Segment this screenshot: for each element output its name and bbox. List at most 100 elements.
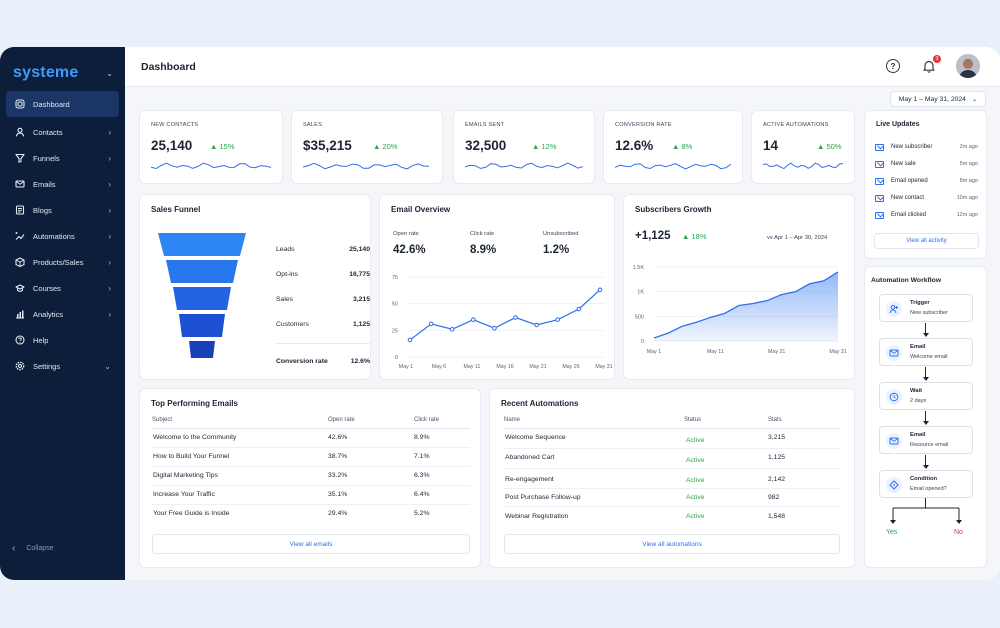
kpi-delta-value: 50% — [826, 142, 842, 151]
table-row[interactable]: Your Free Guide is Inside 29.4% 5.2% — [152, 505, 470, 524]
notifications-button[interactable]: 3 — [922, 55, 941, 73]
cell-subject: Digital Marketing Tips — [153, 472, 218, 479]
email-overview-card: Email Overview Open rate 42.6% Click rat… — [379, 194, 615, 380]
live-update-item[interactable]: Email clicked 12m ago — [875, 209, 978, 221]
card-title: Recent Automations — [501, 399, 579, 408]
sidebar-item-dashboard[interactable]: Dashboard — [6, 91, 119, 117]
kpi-label: CONVERSION RATE — [615, 122, 672, 128]
sidebar-item-emails[interactable]: Emails › — [6, 171, 119, 197]
live-update-time: 12m ago — [956, 212, 978, 218]
top-emails-card: Top Performing Emails Subject Open rate … — [139, 388, 481, 568]
automation-icon — [14, 230, 26, 242]
kpi-label: NEW CONTACTS — [151, 122, 199, 128]
diamond-icon — [886, 477, 902, 493]
workflow-node-email-2[interactable]: Email Resource email — [879, 426, 973, 454]
sidebar-item-products-sales[interactable]: Products/Sales › — [6, 249, 119, 275]
view-all-activity-button[interactable]: View all activity — [874, 233, 979, 249]
live-updates-card: Live Updates New subscriber 2m ago New sa… — [864, 110, 987, 259]
data-point — [555, 317, 561, 322]
sidebar-item-courses[interactable]: Courses › — [6, 275, 119, 301]
mail-icon — [886, 433, 902, 449]
kpi-delta-value: 8% — [681, 142, 693, 151]
cell-name: Webinar Registration — [505, 513, 569, 520]
workflow-arrow — [922, 411, 929, 425]
live-update-item[interactable]: New sale 5m ago — [875, 158, 978, 170]
data-point — [513, 315, 518, 320]
sidebar-item-label: Settings — [33, 361, 61, 371]
table-row[interactable]: How to Build Your Funnel 38.7% 7.1% — [152, 448, 470, 467]
live-update-time: 5m ago — [959, 161, 978, 167]
table-row[interactable]: Post Purchase Follow-up Active 982 — [504, 489, 840, 507]
live-update-label: New contact — [891, 195, 925, 201]
live-update-label: Email clicked — [891, 212, 927, 218]
table-row[interactable]: Re-engagement Active 2,142 — [504, 469, 840, 489]
sidebar-item-label: Products/Sales — [33, 257, 84, 267]
card-title: Live Updates — [876, 121, 920, 128]
live-update-item[interactable]: New contact 10m ago — [875, 192, 978, 204]
x-tick-label: May 1 — [647, 349, 661, 355]
funnel-row: Leads 25,140 — [276, 246, 370, 253]
workflow-node-trigger[interactable]: Trigger New subscriber — [879, 294, 973, 322]
node-subtitle: 2 days — [910, 398, 927, 404]
funnel-graphic — [158, 233, 246, 358]
table-row[interactable]: Increase Your Traffic 35.1% 6.4% — [152, 486, 470, 505]
kpi-delta-value: 20% — [382, 142, 398, 151]
user-avatar-image — [956, 54, 980, 78]
workflow-node-condition[interactable]: Condition Email opened? — [879, 470, 973, 498]
date-range-picker[interactable]: May 1 – May 31, 2024 ⌄ — [889, 91, 986, 107]
x-tick-label: May 1 — [399, 364, 413, 370]
user-plus-icon — [886, 301, 902, 317]
status-badge: Active — [686, 437, 705, 444]
x-tick-label: May 6 — [432, 364, 446, 370]
help-circle-icon[interactable]: ? — [886, 59, 900, 73]
avatar[interactable] — [956, 54, 980, 78]
live-update-time: 10m ago — [956, 195, 978, 201]
cell-subject: How to Build Your Funnel — [153, 453, 230, 460]
settings-icon — [14, 360, 26, 372]
data-point — [428, 321, 434, 327]
kpi-delta: ▲ 12% — [532, 142, 557, 151]
sidebar-item-settings[interactable]: Settings ⌄ — [6, 353, 119, 379]
sidebar-item-analytics[interactable]: Analytics › — [6, 301, 119, 327]
card-title: Email Overview — [391, 205, 451, 214]
app-window: systeme ⌄ Dashboard Contacts › Funnels ›… — [0, 47, 1000, 580]
x-tick-label: May 11 — [464, 364, 481, 370]
chevron-right-icon: › — [108, 309, 111, 319]
data-point — [576, 306, 582, 312]
chevron-left-icon: ‹ — [12, 543, 16, 554]
sidebar-item-help[interactable]: Help — [6, 327, 119, 353]
branch-no-label: No — [954, 529, 963, 536]
live-update-item[interactable]: Email opened 8m ago — [875, 175, 978, 187]
cell-subject: Your Free Guide is Inside — [153, 510, 230, 517]
node-title: Email — [910, 344, 926, 350]
status-badge: Active — [686, 477, 705, 484]
funnel-stage-sales — [173, 287, 231, 310]
chevron-down-icon[interactable]: ⌄ — [106, 68, 113, 78]
workflow-node-email[interactable]: Email Welcome email — [879, 338, 973, 366]
logo[interactable]: systeme — [13, 64, 79, 81]
sidebar-item-automations[interactable]: Automations › — [6, 223, 119, 249]
table-row[interactable]: Digital Marketing Tips 33.2% 6.3% — [152, 467, 470, 486]
live-update-item[interactable]: New subscriber 2m ago — [875, 141, 978, 153]
sidebar-item-blogs[interactable]: Blogs › — [6, 197, 119, 223]
sidebar-item-label: Emails — [33, 179, 56, 189]
kpi-card-new-contacts: NEW CONTACTS 25,140 ▲ 15% — [139, 110, 283, 184]
card-title: Top Performing Emails — [151, 399, 238, 408]
help-icon — [14, 334, 26, 346]
workflow-node-wait[interactable]: Wait 2 days — [879, 382, 973, 410]
collapse-button[interactable]: ‹ Collapse — [12, 543, 54, 554]
chevron-right-icon: › — [108, 231, 111, 241]
cell-stats: 2,142 — [768, 476, 786, 483]
view-all-automations-button[interactable]: View all automations — [504, 534, 840, 554]
table-row[interactable]: Welcome Sequence Active 3,215 — [504, 429, 840, 449]
table-row[interactable]: Welcome to the Community 42.6% 8.9% — [152, 429, 470, 448]
sidebar-item-contacts[interactable]: Contacts › — [6, 119, 119, 145]
x-tick-label: May 31 — [829, 349, 846, 355]
view-all-emails-button[interactable]: View all emails — [152, 534, 470, 554]
table-row[interactable]: Abandoned Cart Active 1,125 — [504, 449, 840, 469]
sidebar-item-funnels[interactable]: Funnels › — [6, 145, 119, 171]
table-row[interactable]: Webinar Registration Active 1,548 — [504, 507, 840, 525]
stat-value: 8.9% — [470, 244, 497, 256]
kpi-delta: ▲ 15% — [210, 142, 235, 151]
cell-stats: 982 — [768, 494, 780, 501]
